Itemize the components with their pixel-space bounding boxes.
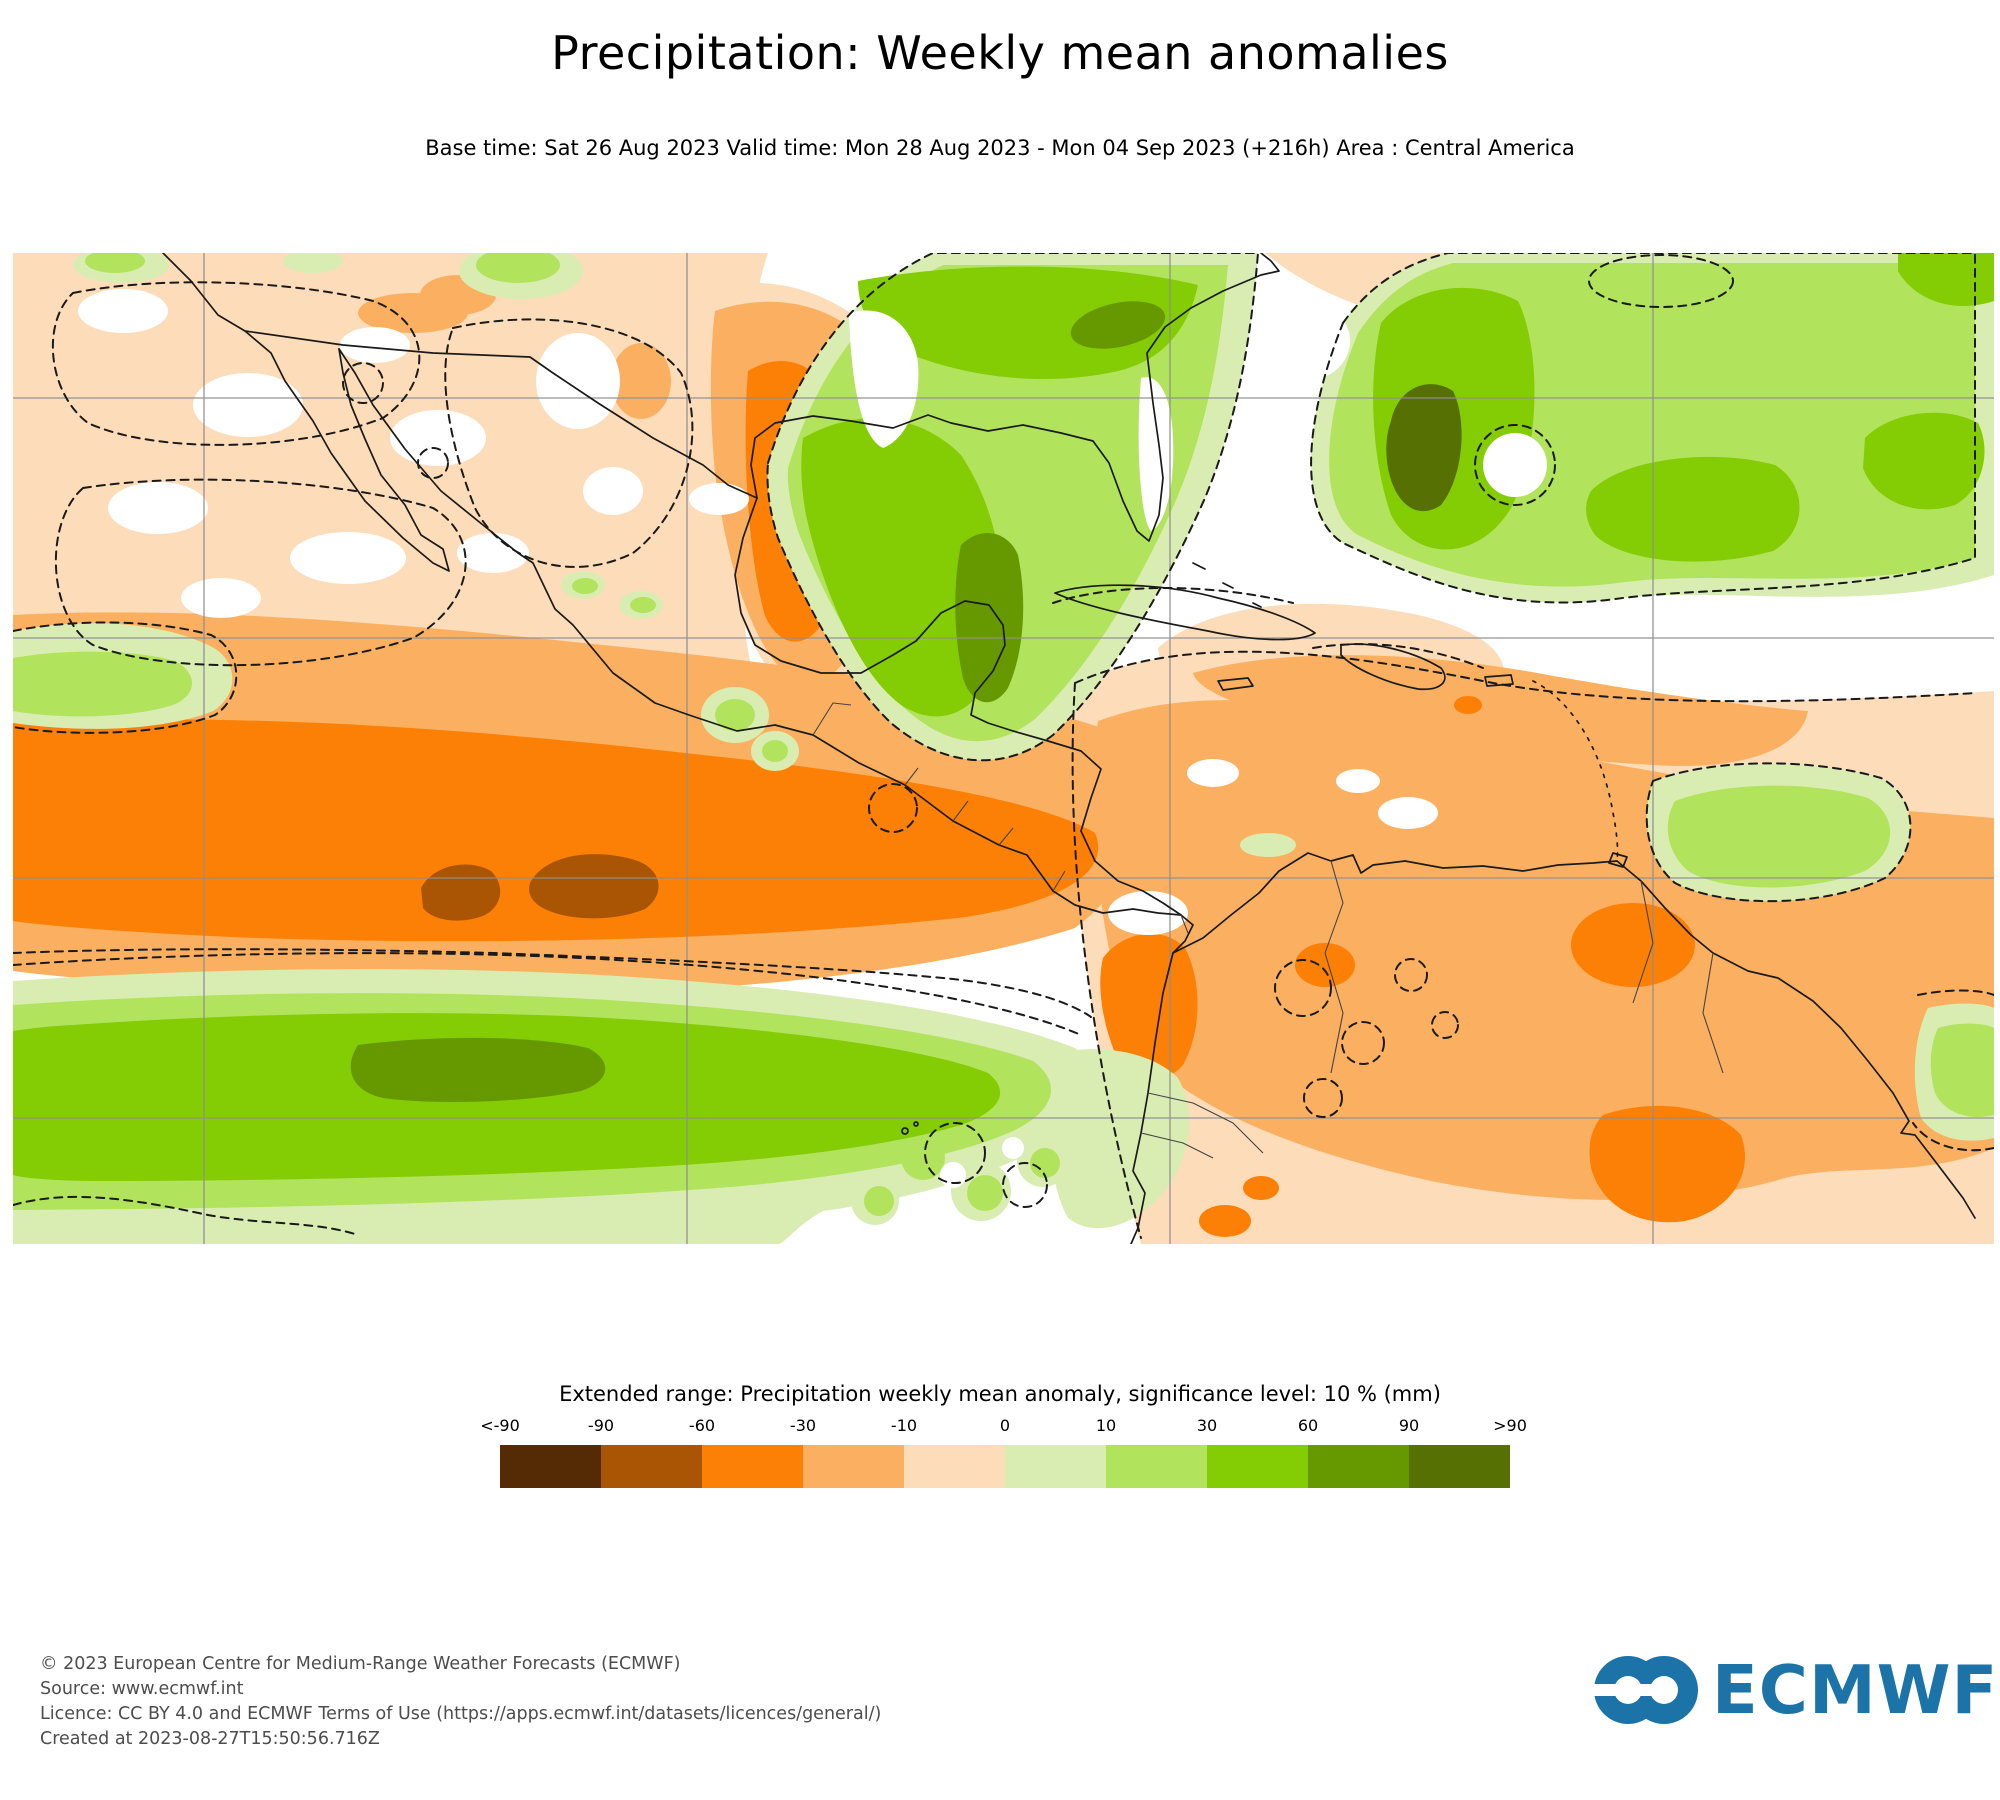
- page-title: Precipitation: Weekly mean anomalies: [551, 26, 1449, 80]
- legend-tick: -10: [890, 1416, 918, 1435]
- ecmwf-logo-text: ECMWF: [1712, 1651, 1999, 1729]
- page-subtitle: Base time: Sat 26 Aug 2023 Valid time: M…: [425, 136, 1575, 160]
- legend-tick: 10: [1095, 1416, 1117, 1435]
- map-region-white-gaps: [78, 289, 1547, 1188]
- footer-line: Source: www.ecmwf.int: [40, 1679, 244, 1699]
- legend-color-cell: [1409, 1445, 1510, 1488]
- ecmwf-logo-icon: [1594, 1656, 1698, 1724]
- legend-colorbar: [500, 1445, 1510, 1488]
- legend-color-cell: [1308, 1445, 1409, 1488]
- footer-line: Licence: CC BY 4.0 and ECMWF Terms of Us…: [40, 1704, 882, 1724]
- anomaly-map: [13, 253, 1994, 1244]
- legend-color-cell: [702, 1445, 803, 1488]
- legend-color-cell: [904, 1445, 1005, 1488]
- legend-tick: -30: [789, 1416, 817, 1435]
- legend-color-cell: [1207, 1445, 1308, 1488]
- map-significance-contours: [13, 253, 1994, 1239]
- legend-tick: >90: [1493, 1416, 1527, 1435]
- legend-tick: -90: [587, 1416, 615, 1435]
- legend-color-cell: [803, 1445, 904, 1488]
- legend-tick: 30: [1196, 1416, 1218, 1435]
- map-canvas: [13, 253, 1994, 1244]
- map-country-borders: [812, 702, 1724, 1159]
- legend-tick-labels: <-90 -90 -60 -30 -10 0 10 30 60 90 >90: [480, 1416, 1527, 1438]
- map-gridlines: [13, 253, 1994, 1244]
- legend-color-cell: [500, 1445, 601, 1488]
- legend-tick: 60: [1297, 1416, 1319, 1435]
- legend-tick: 0: [999, 1416, 1011, 1435]
- footer-line: © 2023 European Centre for Medium-Range …: [40, 1654, 681, 1674]
- legend-color-cell: [1106, 1445, 1207, 1488]
- legend-tick: <-90: [480, 1416, 520, 1435]
- legend-tick: -60: [688, 1416, 716, 1435]
- legend-title: Extended range: Precipitation weekly mea…: [559, 1382, 1441, 1406]
- legend-color-cell: [601, 1445, 702, 1488]
- ecmwf-logo: ECMWF: [1594, 1648, 1998, 1732]
- legend-color-cell: [1005, 1445, 1106, 1488]
- map-region-dark-green: [350, 301, 1462, 1103]
- legend-tick: 90: [1398, 1416, 1420, 1435]
- footer-line: Created at 2023-08-27T15:50:56.716Z: [40, 1729, 380, 1749]
- map-coastlines: [162, 253, 1976, 1244]
- footer-attribution: © 2023 European Centre for Medium-Range …: [40, 1652, 881, 1752]
